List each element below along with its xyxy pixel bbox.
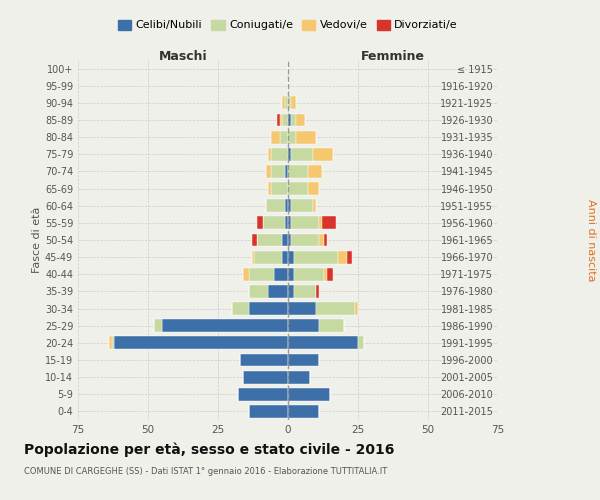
Bar — [319, 320, 344, 332]
Bar — [232, 302, 249, 315]
Bar — [308, 182, 319, 195]
Bar — [288, 388, 330, 400]
Bar — [288, 354, 319, 366]
Bar — [327, 268, 333, 280]
Bar — [313, 200, 316, 212]
Bar — [263, 216, 285, 230]
Bar — [271, 148, 288, 160]
Bar — [319, 234, 325, 246]
Bar — [162, 320, 288, 332]
Bar — [291, 234, 319, 246]
Bar — [271, 165, 285, 178]
Bar — [238, 388, 288, 400]
Bar — [325, 234, 327, 246]
Bar — [316, 285, 319, 298]
Bar — [251, 250, 254, 264]
Text: Anni di nascita: Anni di nascita — [586, 198, 596, 281]
Bar — [355, 302, 358, 315]
Bar — [285, 96, 288, 110]
Text: Femmine: Femmine — [361, 50, 425, 64]
Bar — [313, 148, 333, 160]
Text: COMUNE DI CARGEGHE (SS) - Dati ISTAT 1° gennaio 2016 - Elaborazione TUTTITALIA.I: COMUNE DI CARGEGHE (SS) - Dati ISTAT 1° … — [24, 468, 387, 476]
Bar — [288, 250, 293, 264]
Bar — [109, 336, 112, 349]
Bar — [293, 285, 316, 298]
Bar — [288, 370, 310, 384]
Bar — [243, 370, 288, 384]
Bar — [249, 302, 288, 315]
Bar — [288, 96, 291, 110]
Bar — [338, 250, 347, 264]
Bar — [283, 234, 288, 246]
Bar — [268, 285, 288, 298]
Legend: Celibi/Nubili, Coniugati/e, Vedovi/e, Divorziati/e: Celibi/Nubili, Coniugati/e, Vedovi/e, Di… — [113, 15, 463, 35]
Y-axis label: Fasce di età: Fasce di età — [32, 207, 42, 273]
Bar — [288, 336, 358, 349]
Bar — [277, 114, 280, 126]
Bar — [266, 165, 271, 178]
Bar — [271, 130, 280, 143]
Bar — [291, 96, 296, 110]
Bar — [241, 354, 288, 366]
Bar — [266, 200, 285, 212]
Bar — [285, 216, 288, 230]
Bar — [322, 216, 335, 230]
Bar — [288, 165, 308, 178]
Bar — [271, 182, 288, 195]
Bar — [288, 130, 296, 143]
Bar — [251, 234, 257, 246]
Bar — [288, 302, 316, 315]
Bar — [358, 336, 364, 349]
Bar — [288, 200, 291, 212]
Bar — [285, 165, 288, 178]
Bar — [274, 268, 288, 280]
Bar — [280, 130, 288, 143]
Bar — [254, 250, 283, 264]
Bar — [283, 114, 288, 126]
Bar — [293, 268, 325, 280]
Bar — [308, 165, 322, 178]
Bar — [243, 268, 249, 280]
Bar — [268, 182, 271, 195]
Bar — [296, 114, 305, 126]
Bar — [268, 148, 271, 160]
Bar — [288, 148, 291, 160]
Bar — [154, 320, 162, 332]
Bar — [291, 148, 313, 160]
Bar — [249, 285, 268, 298]
Bar — [283, 96, 285, 110]
Bar — [291, 200, 313, 212]
Bar — [288, 268, 293, 280]
Bar — [316, 302, 355, 315]
Bar — [347, 250, 352, 264]
Bar — [288, 320, 319, 332]
Bar — [296, 130, 316, 143]
Bar — [288, 216, 291, 230]
Bar — [291, 216, 319, 230]
Bar — [283, 250, 288, 264]
Bar — [288, 285, 293, 298]
Text: Popolazione per età, sesso e stato civile - 2016: Popolazione per età, sesso e stato civil… — [24, 442, 394, 457]
Text: Maschi: Maschi — [158, 50, 208, 64]
Bar — [280, 114, 283, 126]
Bar — [112, 336, 115, 349]
Bar — [288, 405, 319, 418]
Bar — [288, 182, 308, 195]
Bar — [115, 336, 288, 349]
Bar — [288, 234, 291, 246]
Bar — [285, 200, 288, 212]
Bar — [319, 216, 322, 230]
Bar — [288, 114, 291, 126]
Bar — [257, 234, 283, 246]
Bar — [293, 250, 338, 264]
Bar — [249, 268, 274, 280]
Bar — [291, 114, 296, 126]
Bar — [257, 216, 263, 230]
Bar — [249, 405, 288, 418]
Bar — [325, 268, 327, 280]
